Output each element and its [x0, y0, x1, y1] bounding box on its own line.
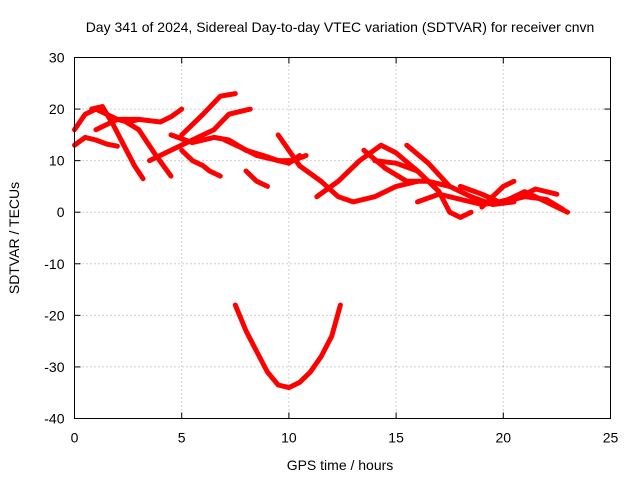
x-tick-label-3: 15	[388, 430, 404, 446]
y-tick-label-0: 30	[49, 50, 65, 66]
x-tick-label-2: 10	[281, 430, 297, 446]
y-tick-label-3: 0	[57, 204, 65, 220]
x-tick-label-4: 20	[496, 430, 512, 446]
series-line-sat-7	[179, 91, 238, 138]
axis-ticks	[74, 57, 611, 419]
y-tick-label-4: -10	[44, 256, 64, 272]
series-line-sat-11	[243, 168, 270, 189]
series-line-sat-6	[147, 106, 253, 164]
series-line-sat-5	[119, 116, 174, 179]
series-line-sat-3	[72, 134, 120, 149]
y-tick-label-7: -40	[44, 411, 64, 427]
series-line-sat-2	[89, 104, 146, 182]
series-line-sat-21	[232, 302, 343, 391]
x-tick-label-0: 0	[71, 430, 79, 446]
plot-frame	[74, 57, 611, 419]
x-tick-label-1: 5	[178, 430, 186, 446]
grid	[74, 57, 611, 419]
series-line-sat-15	[372, 158, 474, 220]
y-tick-label-5: -20	[44, 307, 64, 323]
x-axis-label: GPS time / hours	[287, 457, 394, 473]
series-line-sat-12	[275, 132, 420, 205]
chart-title: Day 341 of 2024, Sidereal Day-to-day VTE…	[86, 19, 595, 35]
x-tick-label-5: 25	[603, 430, 619, 446]
series-line-sat-10	[222, 137, 303, 166]
x-tick-labels: 0 5 10 15 20 25	[71, 430, 619, 446]
series-line-sat-20	[500, 189, 571, 215]
y-tick-label-2: 10	[49, 153, 65, 169]
series-line-sat-4	[93, 106, 185, 133]
y-tick-label-1: 20	[49, 101, 65, 117]
y-tick-labels: 30 20 10 0 -10 -20 -30 -40	[44, 50, 64, 427]
series-layer	[72, 91, 571, 391]
y-tick-label-6: -30	[44, 359, 64, 375]
y-axis-label: SDTVAR / TECUs	[6, 182, 22, 294]
series-line-sat-9	[179, 147, 223, 179]
series-line-sat-19	[479, 178, 517, 210]
